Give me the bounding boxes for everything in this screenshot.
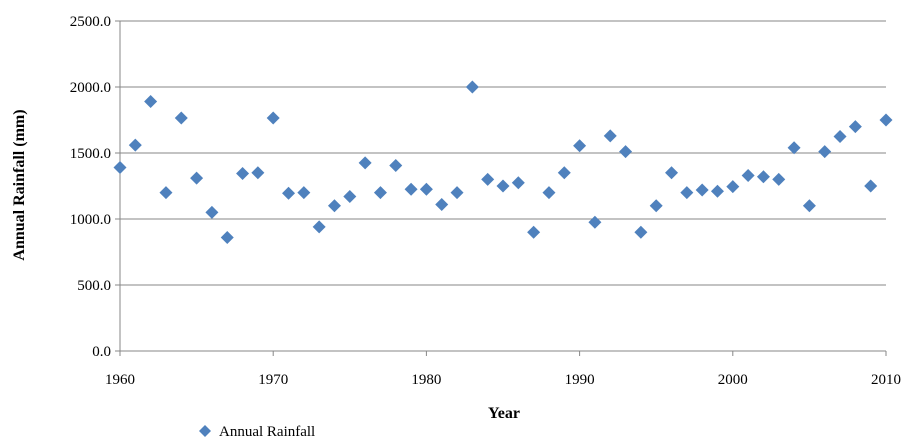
x-tick-label-0: 1960 [105,372,135,388]
data-point-1994 [634,225,648,239]
data-point-1966 [205,205,219,219]
data-point-1987 [527,225,541,239]
y-tick-label-5: 2500.0 [70,14,111,30]
y-tick-labels: 0.0 500.0 1000.0 1500.0 2000.0 2500.0 [70,14,111,360]
data-point-1997 [680,186,694,200]
data-point-1969 [251,166,265,180]
data-point-2002 [756,170,770,184]
data-point-2010 [879,113,893,127]
grid-lines [120,20,886,286]
data-point-2009 [864,179,878,193]
data-point-1996 [665,166,679,180]
data-point-2005 [802,199,816,213]
data-point-1980 [419,182,433,196]
data-point-1992 [603,129,617,143]
data-point-1995 [649,199,663,213]
data-point-1963 [159,186,173,200]
data-point-1961 [128,138,142,152]
x-axis-title: Year [488,405,520,422]
data-point-1960 [113,161,127,175]
y-tick-label-3: 1500.0 [70,146,111,162]
data-point-1986 [511,176,525,190]
data-point-1993 [619,145,633,159]
data-point-1999 [710,184,724,198]
data-point-1973 [312,220,326,234]
data-point-2008 [848,120,862,134]
data-point-2000 [726,180,740,194]
data-point-1979 [404,182,418,196]
x-tick-label-2: 1980 [411,372,441,388]
data-point-2004 [787,141,801,155]
y-axis-title: Annual Rainfall (mm) [11,109,28,260]
data-point-1982 [450,186,464,200]
data-point-1962 [144,95,158,109]
legend-marker-diamond [199,425,211,437]
data-point-1985 [496,179,510,193]
x-tick-label-1: 1970 [258,372,288,388]
x-tick-label-4: 2000 [718,372,748,388]
data-point-1967 [220,230,234,244]
data-point-1964 [174,111,188,125]
data-point-1988 [542,186,556,200]
legend-label: Annual Rainfall [219,424,315,440]
data-point-1972 [297,186,311,200]
data-point-1983 [465,80,479,94]
y-tick-label-1: 500.0 [77,278,111,294]
data-point-2007 [833,130,847,143]
y-tick-label-2: 1000.0 [70,212,111,228]
data-point-1975 [343,190,357,204]
legend: Annual Rainfall [199,424,315,440]
data-point-1989 [557,166,571,180]
axes [115,20,887,356]
y-tick-label-4: 2000.0 [70,80,111,96]
data-point-1990 [573,139,587,153]
data-point-1968 [236,166,250,180]
data-point-1971 [282,186,296,200]
x-tick-labels: 1960 1970 1980 1990 2000 2010 [105,372,901,388]
y-tick-label-0: 0.0 [92,344,111,360]
data-point-1976 [358,156,372,170]
data-point-1991 [588,215,602,229]
data-points [113,80,893,244]
data-point-1998 [695,183,709,197]
data-point-1977 [373,186,387,200]
data-point-1984 [481,172,495,186]
data-point-2001 [741,168,755,182]
data-point-1970 [266,111,280,125]
data-point-1974 [327,199,341,213]
x-tick-label-3: 1990 [565,372,595,388]
data-point-2003 [772,172,786,186]
x-tick-label-5: 2010 [871,372,901,388]
data-point-1965 [190,171,204,185]
data-point-1981 [435,197,449,211]
data-point-2006 [818,145,832,159]
data-point-1978 [389,159,403,173]
